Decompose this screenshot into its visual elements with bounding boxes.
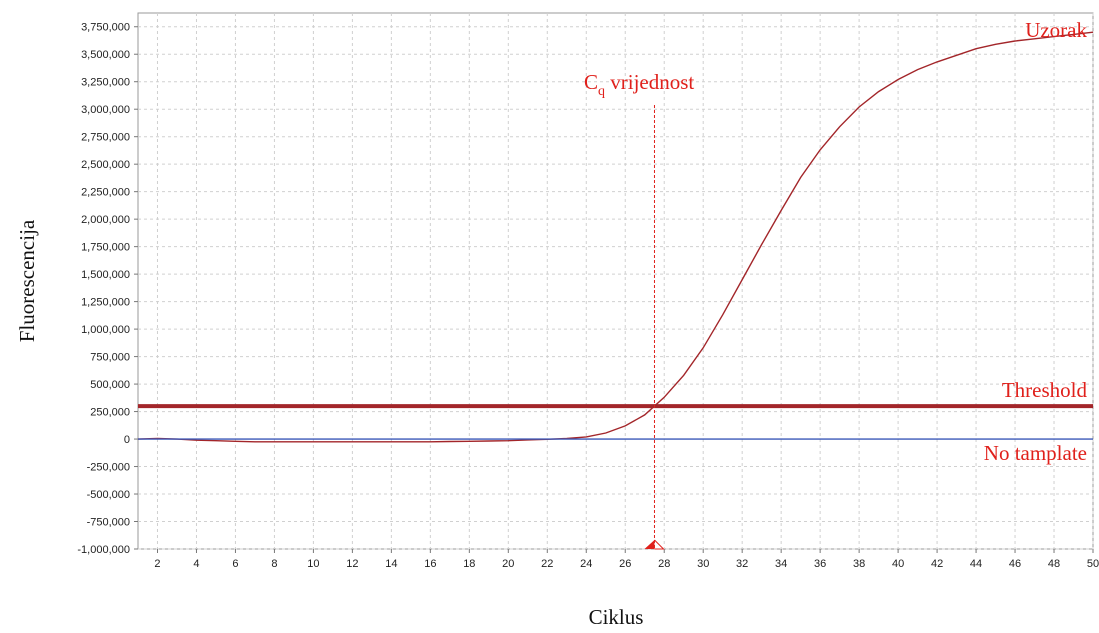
x-axis-title: Ciklus bbox=[589, 605, 644, 629]
cq-marker-triangle-outline bbox=[654, 539, 665, 550]
y-tick-label: 750,000 bbox=[90, 352, 130, 364]
y-tick-label: 3,000,000 bbox=[81, 104, 130, 116]
x-tick-label: 46 bbox=[1009, 558, 1021, 570]
x-tick-label: 24 bbox=[580, 558, 592, 570]
cq-marker-triangle bbox=[644, 540, 655, 549]
y-tick-label: -750,000 bbox=[87, 517, 130, 529]
y-tick-label: 3,250,000 bbox=[81, 77, 130, 89]
series-line-uzorak bbox=[137, 31, 1094, 443]
x-tick-label: 10 bbox=[307, 558, 319, 570]
y-tick-label: 250,000 bbox=[90, 407, 130, 419]
x-tick-label: 32 bbox=[736, 558, 748, 570]
y-tick-label: 2,250,000 bbox=[81, 187, 130, 199]
sample-label: Uzorak bbox=[1025, 18, 1087, 42]
x-tick-label: 50 bbox=[1087, 558, 1099, 570]
x-tick-label: 48 bbox=[1048, 558, 1060, 570]
cq-label-rest: vrijednost bbox=[605, 70, 694, 94]
x-tick-label: 14 bbox=[385, 558, 397, 570]
grid bbox=[138, 13, 1094, 550]
y-tick-label: 1,250,000 bbox=[81, 297, 130, 309]
x-tick-label: 16 bbox=[424, 558, 436, 570]
x-tick-label: 36 bbox=[814, 558, 826, 570]
y-tick-label: 1,500,000 bbox=[81, 269, 130, 281]
y-axis-title: Fluorescencija bbox=[15, 219, 39, 342]
y-tick-label: 500,000 bbox=[90, 379, 130, 391]
x-tick-label: 6 bbox=[232, 558, 238, 570]
x-tick-label: 8 bbox=[271, 558, 277, 570]
y-tick-label: -500,000 bbox=[87, 489, 130, 501]
x-tick-label: 20 bbox=[502, 558, 514, 570]
no-template-label: No tamplate bbox=[984, 441, 1087, 465]
cq-label-sub: q bbox=[598, 84, 605, 99]
x-tick-label: 40 bbox=[892, 558, 904, 570]
x-tick-label: 22 bbox=[541, 558, 553, 570]
x-tick-label: 12 bbox=[346, 558, 358, 570]
x-axis-ticks: 2 4 6 8 10 12 14 16 18 20 22 24 26 28 30 32 34 36 38 40 42 44… bbox=[154, 549, 1099, 570]
x-tick-label: 42 bbox=[931, 558, 943, 570]
x-tick-label: 18 bbox=[463, 558, 475, 570]
x-tick-label: 34 bbox=[775, 558, 787, 570]
y-tick-label: -250,000 bbox=[87, 462, 130, 474]
y-tick-label: 2,500,000 bbox=[81, 159, 130, 171]
y-tick-label: 0 bbox=[124, 434, 130, 446]
y-tick-label: 1,000,000 bbox=[81, 324, 130, 336]
y-tick-label: 3,750,000 bbox=[81, 22, 130, 34]
x-tick-label: 28 bbox=[658, 558, 670, 570]
y-tick-label: 1,750,000 bbox=[81, 242, 130, 254]
x-tick-label: 44 bbox=[970, 558, 982, 570]
x-tick-label: 4 bbox=[193, 558, 199, 570]
cq-label-main: C bbox=[584, 70, 598, 94]
x-tick-label: 38 bbox=[853, 558, 865, 570]
y-tick-label: 2,750,000 bbox=[81, 132, 130, 144]
plot-area bbox=[137, 12, 1094, 550]
series-layer bbox=[137, 31, 1094, 443]
y-tick-label: 3,500,000 bbox=[81, 49, 130, 61]
threshold-label: Threshold bbox=[1002, 378, 1088, 402]
y-tick-label: 2,000,000 bbox=[81, 214, 130, 226]
cq-label: Cq vrijednost bbox=[584, 70, 694, 99]
x-tick-label: 30 bbox=[697, 558, 709, 570]
y-axis-ticks: 3,750,000 3,500,000 3,250,000 3,000,000 2,75… bbox=[77, 22, 138, 556]
x-tick-label: 2 bbox=[154, 558, 160, 570]
y-tick-label: -1,000,000 bbox=[77, 544, 130, 556]
x-tick-label: 26 bbox=[619, 558, 631, 570]
